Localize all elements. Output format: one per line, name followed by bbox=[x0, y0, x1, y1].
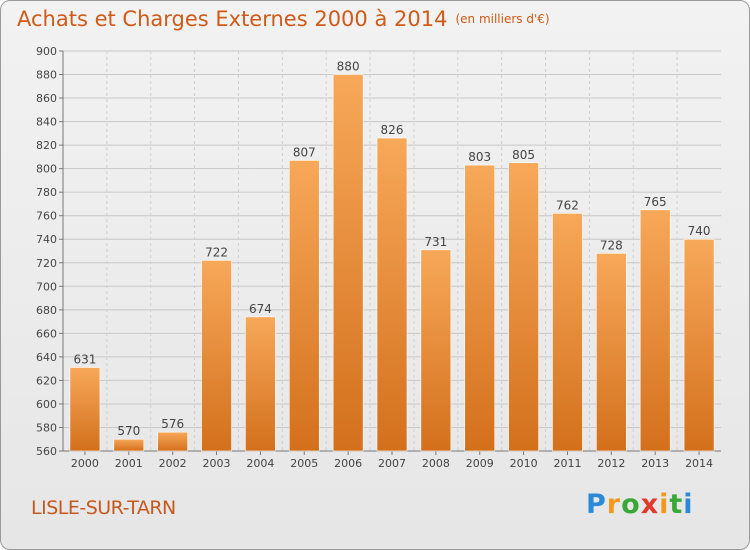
bar-2009 bbox=[464, 164, 496, 452]
y-tick-label: 700 bbox=[36, 280, 57, 293]
x-tick-label-2010: 2010 bbox=[510, 457, 538, 470]
y-tick-label: 560 bbox=[36, 445, 57, 458]
x-tick-label-2014: 2014 bbox=[685, 457, 713, 470]
y-tick-label: 620 bbox=[36, 374, 57, 387]
bar-2002 bbox=[157, 431, 188, 452]
chart-title-text: Achats et Charges Externes 2000 à 2014 bbox=[17, 7, 448, 31]
x-tick-label-2009: 2009 bbox=[466, 457, 494, 470]
x-tick-label-2011: 2011 bbox=[553, 457, 581, 470]
x-tick-label-2002: 2002 bbox=[159, 457, 187, 470]
x-tick-label-2008: 2008 bbox=[422, 457, 450, 470]
bars bbox=[69, 74, 715, 452]
x-tick-label-2005: 2005 bbox=[290, 457, 318, 470]
bar-2007 bbox=[376, 137, 408, 452]
x-tick-labels: 2000 2001 2002 2003 2004 2005 2006 2007 2008 2009… bbox=[71, 457, 713, 470]
data-label-2014: 740 bbox=[688, 224, 711, 238]
bar-2000 bbox=[69, 367, 101, 452]
y-tick-label: 840 bbox=[36, 116, 57, 129]
x-tick-label-2007: 2007 bbox=[378, 457, 406, 470]
y-tick-label: 580 bbox=[36, 421, 57, 434]
data-label-2011: 762 bbox=[556, 198, 579, 212]
y-tick-label: 760 bbox=[36, 210, 57, 223]
y-tick-label: 820 bbox=[36, 139, 57, 152]
data-labels: 631 570 576 722 674 807 880 826 731 803 805 762 728 7… bbox=[73, 60, 710, 439]
bar-2010 bbox=[508, 162, 539, 452]
x-tick-label-2000: 2000 bbox=[71, 457, 99, 470]
y-tick-label: 880 bbox=[36, 69, 57, 82]
x-tick-label-2003: 2003 bbox=[203, 457, 231, 470]
bar-2005 bbox=[288, 160, 320, 452]
y-tick-label: 740 bbox=[36, 233, 57, 246]
data-label-2012: 728 bbox=[600, 238, 623, 252]
bar-2008 bbox=[420, 249, 452, 452]
x-tick-label-2001: 2001 bbox=[115, 457, 143, 470]
data-label-2001: 570 bbox=[117, 424, 140, 438]
bar-2003 bbox=[201, 260, 232, 452]
x-tick-label-2013: 2013 bbox=[641, 457, 669, 470]
y-tick-label: 600 bbox=[36, 398, 57, 411]
chart-unit: (en milliers d'€) bbox=[455, 12, 550, 26]
bar-2014 bbox=[683, 238, 715, 452]
data-label-2003: 722 bbox=[205, 245, 228, 259]
data-label-2010: 805 bbox=[512, 148, 535, 162]
data-label-2002: 576 bbox=[161, 417, 184, 431]
data-label-2004: 674 bbox=[249, 302, 272, 316]
data-label-2006: 880 bbox=[337, 60, 360, 74]
y-tick-label: 660 bbox=[36, 327, 57, 340]
x-tick-label-2012: 2012 bbox=[597, 457, 625, 470]
data-label-2008: 731 bbox=[424, 235, 447, 249]
bar-2004 bbox=[245, 316, 276, 452]
bar-2006 bbox=[332, 74, 364, 452]
data-label-2007: 826 bbox=[381, 123, 404, 137]
x-tick-label-2006: 2006 bbox=[334, 457, 362, 470]
y-tick-label: 800 bbox=[36, 163, 57, 176]
chart-title: Achats et Charges Externes 2000 à 2014 (e… bbox=[17, 7, 550, 31]
bar-2012 bbox=[596, 253, 627, 452]
y-tick-label: 780 bbox=[36, 186, 57, 199]
data-label-2013: 765 bbox=[644, 195, 667, 209]
y-tick-labels: 560 580 600 620 640 660 680 700 720 740 760 780 800 8… bbox=[36, 45, 57, 458]
data-label-2000: 631 bbox=[73, 352, 96, 366]
y-tick-label: 900 bbox=[36, 45, 57, 58]
y-tick-label: 680 bbox=[36, 304, 57, 317]
bar-2013 bbox=[639, 209, 671, 452]
y-tick-label: 640 bbox=[36, 351, 57, 364]
data-label-2009: 803 bbox=[468, 150, 491, 164]
data-label-2005: 807 bbox=[293, 145, 316, 159]
y-tick-label: 720 bbox=[36, 257, 57, 270]
location-label: LISLE-SUR-TARN bbox=[31, 497, 176, 519]
bar-2011 bbox=[552, 213, 583, 452]
bar-2001 bbox=[113, 438, 145, 452]
y-tick-label: 860 bbox=[36, 92, 57, 105]
x-tick-label-2004: 2004 bbox=[246, 457, 274, 470]
proxiti-logo: Proxiti bbox=[586, 489, 694, 520]
